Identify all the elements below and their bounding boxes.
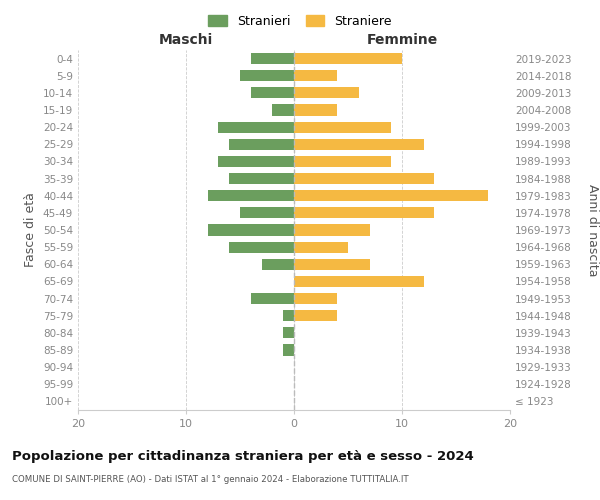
Bar — [294, 276, 424, 287]
Bar — [229, 242, 294, 252]
Bar — [294, 190, 488, 202]
Bar — [229, 173, 294, 184]
Legend: Stranieri, Straniere: Stranieri, Straniere — [205, 11, 395, 32]
Bar — [229, 138, 294, 150]
Bar — [294, 208, 434, 218]
Bar — [240, 208, 294, 218]
Bar — [208, 224, 294, 235]
Bar — [294, 224, 370, 235]
Bar — [240, 70, 294, 82]
Bar — [294, 53, 402, 64]
Bar — [208, 190, 294, 202]
Bar — [251, 88, 294, 99]
Bar — [294, 104, 337, 116]
Y-axis label: Fasce di età: Fasce di età — [25, 192, 37, 268]
Bar — [218, 122, 294, 132]
Bar — [294, 310, 337, 322]
Text: COMUNE DI SAINT-PIERRE (AO) - Dati ISTAT al 1° gennaio 2024 - Elaborazione TUTTI: COMUNE DI SAINT-PIERRE (AO) - Dati ISTAT… — [12, 475, 409, 484]
Bar — [272, 104, 294, 116]
Bar — [294, 258, 370, 270]
Bar — [294, 138, 424, 150]
Bar — [283, 310, 294, 322]
Y-axis label: Anni di nascita: Anni di nascita — [586, 184, 599, 276]
Text: Maschi: Maschi — [159, 32, 213, 46]
Bar — [294, 173, 434, 184]
Bar — [283, 328, 294, 338]
Bar — [218, 156, 294, 167]
Bar — [251, 293, 294, 304]
Bar — [294, 156, 391, 167]
Bar — [294, 242, 348, 252]
Bar — [262, 258, 294, 270]
Bar — [283, 344, 294, 356]
Bar — [251, 53, 294, 64]
Text: Femmine: Femmine — [367, 32, 437, 46]
Bar — [294, 293, 337, 304]
Bar — [294, 122, 391, 132]
Bar — [294, 88, 359, 99]
Bar — [294, 70, 337, 82]
Text: Popolazione per cittadinanza straniera per età e sesso - 2024: Popolazione per cittadinanza straniera p… — [12, 450, 474, 463]
